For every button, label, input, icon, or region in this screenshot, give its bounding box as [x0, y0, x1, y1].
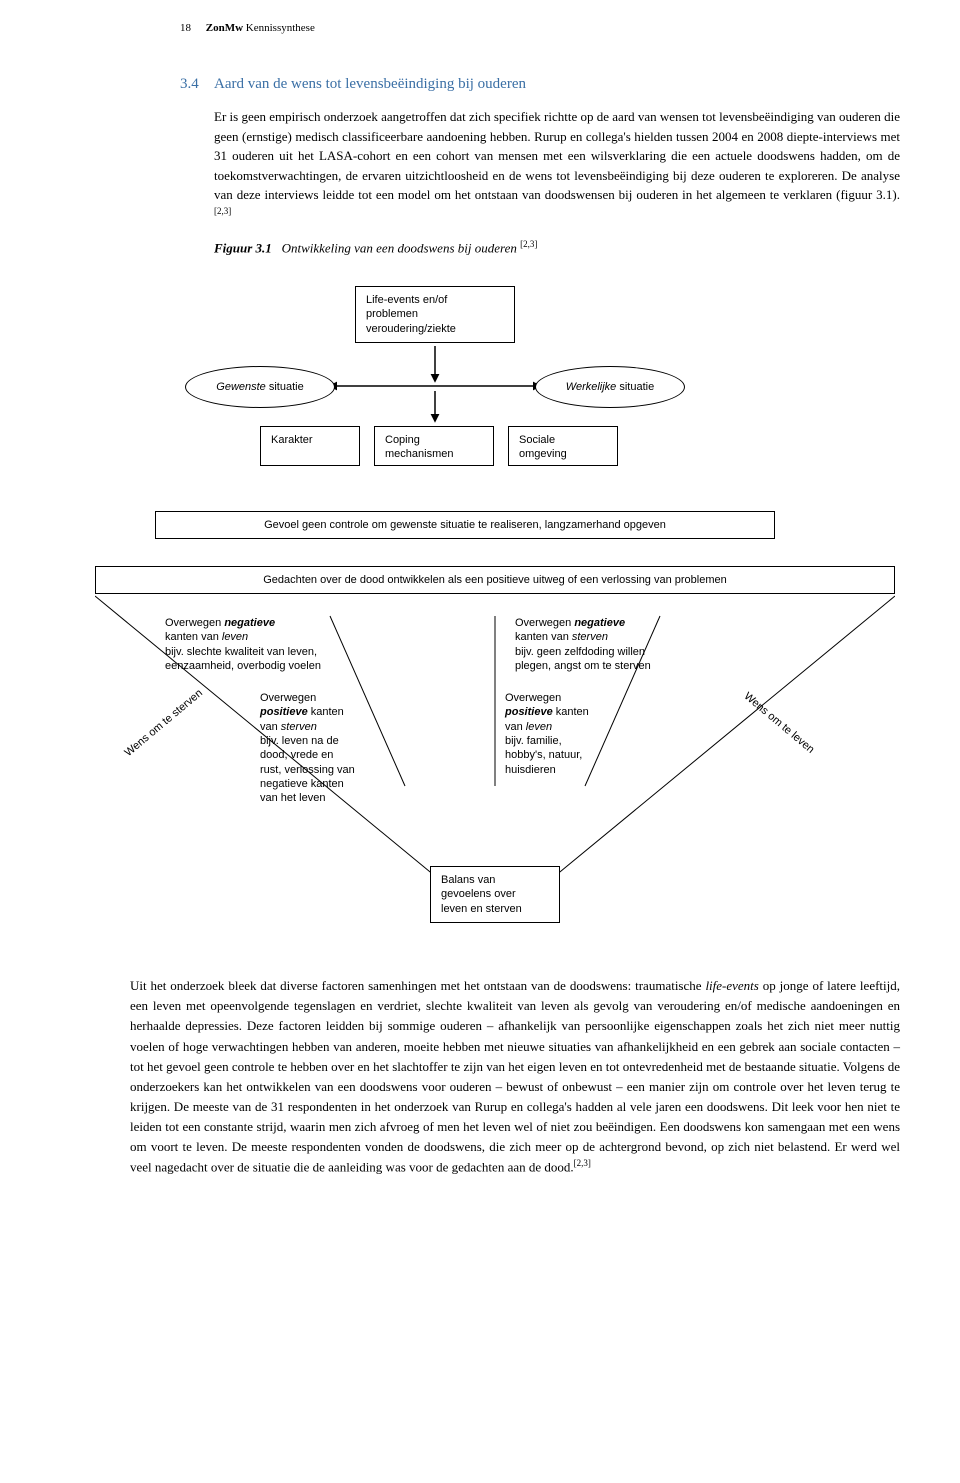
page-header: 18 ZonMw Kennissynthese: [180, 20, 900, 37]
node-coping: Coping mechanismen: [374, 426, 494, 466]
flowchart-diagram: Life-events en/of problemen veroudering/…: [95, 286, 895, 946]
figure-label: Figuur 3.1: [214, 241, 272, 256]
section-heading: 3.4 Aard van de wens tot levensbeëindigi…: [180, 73, 900, 96]
label-wens-sterven: Wens om te sterven: [122, 686, 206, 760]
figure-caption-text: Ontwikkeling van een doodswens bij ouder…: [282, 241, 521, 256]
figure-caption: Figuur 3.1 Ontwikkeling van een doodswen…: [214, 238, 900, 258]
section-title: Aard van de wens tot levensbeëindiging b…: [214, 73, 526, 96]
page-number: 18: [180, 22, 191, 34]
col-pos-leven: Overwegen positieve kanten van leven bij…: [505, 691, 615, 777]
label-wens-leven: Wens om te leven: [741, 690, 817, 757]
node-life-events: Life-events en/of problemen veroudering/…: [355, 286, 515, 343]
node-gevoel-controle: Gevoel geen controle om gewenste situati…: [155, 511, 775, 539]
paragraph-2-ref: [2,3]: [574, 1158, 591, 1168]
node-karakter: Karakter: [260, 426, 360, 466]
node-gedachten-dood: Gedachten over de dood ontwikkelen als e…: [95, 566, 895, 594]
col-pos-sterven: Overwegen positieve kanten van sterven b…: [260, 691, 380, 805]
node-gewenste-situatie: Gewenste situatie: [185, 366, 335, 408]
node-life-events-text: Life-events en/of problemen veroudering/…: [366, 294, 456, 335]
node-balans: Balans van gevoelens over leven en sterv…: [430, 866, 560, 923]
doc-title-rest: Kennissynthese: [243, 22, 315, 34]
figure-ref: [2,3]: [520, 239, 537, 249]
col-neg-leven: Overwegen negatieve kanten van leven bij…: [165, 616, 340, 673]
node-sociale-omgeving: Sociale omgeving: [508, 426, 618, 466]
paragraph-1-text: Er is geen empirisch onderzoek aangetrof…: [214, 109, 900, 202]
section-number: 3.4: [180, 73, 214, 96]
paragraph-1-ref: [2,3]: [214, 206, 231, 216]
paragraph-1: Er is geen empirisch onderzoek aangetrof…: [214, 107, 900, 224]
col-neg-sterven: Overwegen negatieve kanten van sterven b…: [515, 616, 695, 673]
doc-title-bold: ZonMw: [206, 22, 243, 34]
node-werkelijke-situatie: Werkelijke situatie: [535, 366, 685, 408]
paragraph-2: Uit het onderzoek bleek dat diverse fact…: [130, 976, 900, 1178]
